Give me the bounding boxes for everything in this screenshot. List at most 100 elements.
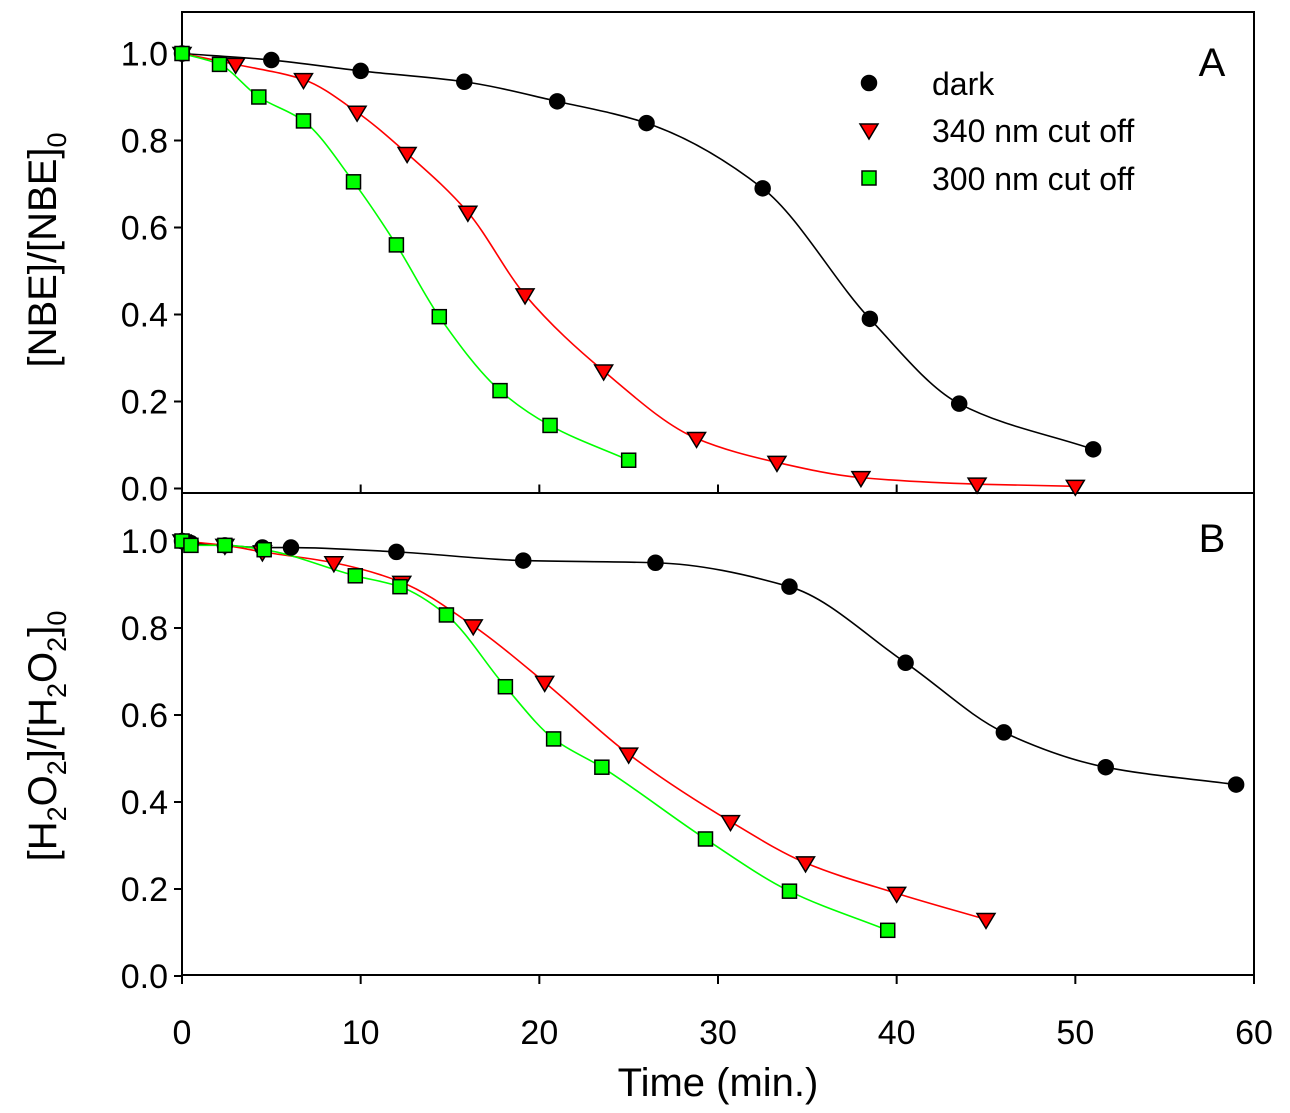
panel-b-dark-point bbox=[897, 654, 914, 672]
panel-a-300nm-point bbox=[345, 174, 362, 190]
panel-b-340nm-point bbox=[618, 747, 639, 765]
panel-a-340nm-point bbox=[1065, 479, 1086, 497]
panel-b-300nm-point bbox=[697, 831, 714, 847]
panel-b-y-title-part3: ]/[H bbox=[21, 698, 65, 760]
panel-b-300nm-point bbox=[497, 678, 514, 695]
panel-b-340nm-point bbox=[462, 619, 484, 637]
panel-a-y-title-main: [NBE]/[NBE] bbox=[21, 147, 65, 367]
panel-b-300nm-point bbox=[545, 731, 562, 747]
panel-b-y-title-part1: [H bbox=[21, 821, 65, 861]
panel-a-dark-point bbox=[861, 310, 879, 328]
panel-a-300nm-point bbox=[431, 308, 448, 325]
panel-b-ticks: 0.0 0.2 0.4 0.6 0.8 1.0 0 10 20 30 40 50 60 bbox=[121, 523, 1273, 1052]
panel-b-340nm-point bbox=[795, 856, 816, 874]
panel-b-y-title-sub2: 2 bbox=[42, 760, 72, 775]
panel-a-y-axis-title: [NBE]/[NBE]0 bbox=[21, 132, 72, 367]
panel-b-y-title-part4: O bbox=[21, 652, 65, 683]
panel-a-dark-point bbox=[754, 180, 771, 197]
panel-b-340nm-point bbox=[886, 886, 907, 904]
legend-300nm-marker bbox=[861, 170, 877, 186]
panel-a-dark-point bbox=[638, 114, 655, 132]
panel-a-ytick-label: 0.4 bbox=[121, 297, 168, 335]
panel-a-300nm-point bbox=[542, 417, 558, 434]
panel-a-dark-point bbox=[456, 73, 473, 91]
x-axis-title: Time (min.) bbox=[618, 1061, 819, 1105]
panel-a-dark-point bbox=[950, 395, 968, 412]
panel-b-340nm-point bbox=[975, 912, 997, 930]
legend-dark-label: dark bbox=[932, 66, 995, 102]
panel-a-ytick-label: 0.8 bbox=[121, 123, 168, 161]
panel-b-300nm-point bbox=[347, 568, 364, 584]
xtick-label: 0 bbox=[173, 1014, 192, 1052]
panel-a-300nm-point bbox=[492, 382, 508, 399]
panel-b-dark-point bbox=[647, 554, 664, 571]
panel-a-300nm-point bbox=[620, 452, 637, 468]
panel-a-ytick-label: 0.2 bbox=[121, 384, 168, 422]
panel-a-340nm-point bbox=[850, 470, 872, 489]
panel-b-y-title-sub4: 2 bbox=[42, 637, 72, 652]
panel-b-ytick-label: 0.6 bbox=[121, 697, 168, 735]
panel-b-ytick-label: 1.0 bbox=[121, 523, 168, 561]
legend-dark-marker bbox=[860, 74, 878, 92]
panel-a-340nm-point bbox=[686, 431, 707, 449]
panel-a-340nm-point bbox=[396, 146, 418, 165]
panel-a-340nm-point bbox=[514, 288, 536, 306]
xtick-label: 10 bbox=[342, 1014, 380, 1052]
panel-a-data-points bbox=[171, 45, 1102, 497]
panel-b-dark-point bbox=[781, 578, 798, 595]
panel-b-ytick-label: 0.8 bbox=[121, 610, 168, 648]
panel-b-340nm-point bbox=[534, 675, 556, 693]
panel-a-dark-point bbox=[548, 93, 566, 110]
panel-b-dark-point bbox=[515, 552, 532, 569]
panel-b-300nm-point bbox=[256, 541, 272, 558]
panel-a-340nm-point bbox=[457, 205, 479, 223]
panel-a-letter: A bbox=[1199, 41, 1226, 85]
panel-b-dark-point bbox=[1227, 776, 1245, 793]
panel-a-340nm-point bbox=[293, 72, 314, 91]
panel-a-dark-point bbox=[352, 62, 369, 80]
xtick-label: 60 bbox=[1235, 1014, 1273, 1052]
panel-a-300nm-point bbox=[295, 113, 312, 129]
panel-b-300nm-point bbox=[594, 759, 610, 775]
panel-b-y-title-sub3: 2 bbox=[42, 683, 72, 698]
panel-b-data-points bbox=[171, 532, 1245, 939]
panel-a-frame bbox=[181, 11, 1255, 494]
panel-b-340nm-point bbox=[720, 814, 741, 833]
panel-a-340nm-point bbox=[346, 105, 368, 123]
legend-300nm-label: 300 nm cut off bbox=[932, 161, 1134, 197]
panel-b-dark-point bbox=[388, 543, 405, 561]
legend-340nm-marker bbox=[858, 123, 880, 141]
panel-b-300nm-point bbox=[879, 922, 896, 939]
legend-340nm-label: 340 nm cut off bbox=[932, 113, 1134, 149]
panel-a-300nm-point bbox=[251, 89, 267, 105]
panel-a-300nm-fit-line bbox=[181, 52, 629, 461]
panel-b-dark-point bbox=[1097, 758, 1114, 776]
panel-b-ytick-label: 0.4 bbox=[121, 784, 168, 822]
panel-a-300nm-point bbox=[388, 237, 405, 253]
xtick-label: 40 bbox=[878, 1014, 916, 1052]
panel-b-300nm-point bbox=[438, 607, 455, 623]
panel-b-ytick-label: 0.0 bbox=[121, 958, 168, 996]
panel-b-y-title-part2: O bbox=[21, 775, 65, 806]
panel-a-340nm-point bbox=[766, 455, 788, 473]
panel-a-dark-point bbox=[1084, 441, 1102, 458]
panel-a-ytick-label: 0.0 bbox=[121, 471, 168, 509]
xtick-label: 50 bbox=[1056, 1014, 1094, 1052]
panel-b-dark-point bbox=[282, 539, 300, 556]
panel-a-ytick-label: 1.0 bbox=[121, 36, 168, 74]
panel-b-letter: B bbox=[1199, 517, 1226, 561]
panel-a-ticks: 0.0 0.2 0.4 0.6 0.8 1.0 bbox=[121, 36, 1255, 509]
panel-b-y-title-part5: ] bbox=[21, 626, 65, 637]
panel-b-300nm-point bbox=[392, 578, 408, 595]
panel-a-300nm-point bbox=[174, 45, 190, 62]
xtick-label: 30 bbox=[699, 1014, 737, 1052]
panel-b-fit-curves bbox=[181, 540, 1237, 932]
panel-a-340nm-point bbox=[225, 57, 246, 75]
panel-b-300nm-point bbox=[183, 537, 199, 554]
panel-a-300nm-point bbox=[211, 56, 228, 73]
panel-b-300nm-point bbox=[217, 537, 233, 554]
panel-b-ytick-label: 0.2 bbox=[121, 871, 168, 909]
panel-b-300nm-fit-line bbox=[181, 540, 889, 932]
panel-a-ytick-label: 0.6 bbox=[121, 210, 168, 248]
